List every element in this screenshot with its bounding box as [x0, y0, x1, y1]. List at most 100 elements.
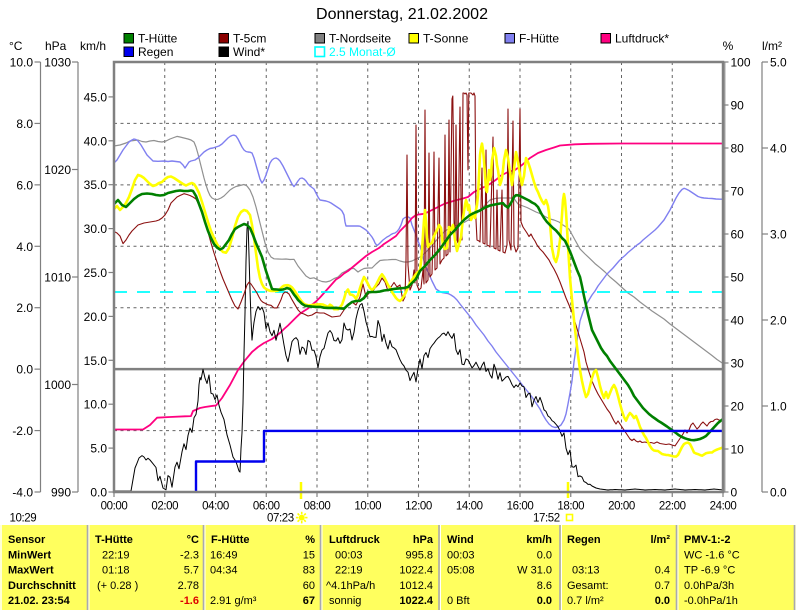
svg-text:T-Hütte: T-Hütte: [138, 32, 178, 46]
svg-text:40: 40: [731, 314, 745, 328]
svg-text:4.0: 4.0: [770, 142, 787, 156]
svg-text:WC -1.6 °C: WC -1.6 °C: [684, 549, 740, 561]
svg-text:1022.4: 1022.4: [399, 565, 433, 577]
svg-text:-2.3: -2.3: [180, 549, 199, 561]
svg-text:35.0: 35.0: [84, 178, 108, 192]
svg-text:3.0: 3.0: [770, 228, 787, 242]
svg-text:05:08: 05:08: [447, 565, 475, 577]
svg-text:83: 83: [303, 565, 315, 577]
svg-text:8.6: 8.6: [537, 580, 552, 592]
svg-text:08:00: 08:00: [304, 501, 331, 513]
svg-text:12:00: 12:00: [405, 501, 432, 513]
svg-text:T-Sonne: T-Sonne: [423, 32, 469, 46]
svg-text:0.0: 0.0: [90, 486, 107, 500]
svg-text:18:00: 18:00: [557, 501, 584, 513]
svg-text:60: 60: [303, 580, 315, 592]
svg-text:00:00: 00:00: [101, 501, 128, 513]
svg-text:07:23: 07:23: [267, 513, 294, 525]
svg-text:MaxWert: MaxWert: [8, 565, 54, 577]
svg-text:17:52: 17:52: [533, 513, 560, 525]
svg-text:T-5cm: T-5cm: [233, 32, 266, 46]
svg-text:km/h: km/h: [80, 39, 106, 53]
svg-text:10:29: 10:29: [10, 513, 37, 525]
svg-text:15.0: 15.0: [84, 354, 108, 368]
svg-text:1030: 1030: [44, 56, 71, 70]
svg-text:TP -6.9 °C: TP -6.9 °C: [684, 565, 735, 577]
svg-text:25.0: 25.0: [84, 266, 108, 280]
svg-text:PMV-1:-2: PMV-1:-2: [684, 534, 730, 546]
svg-text:%: %: [723, 39, 734, 53]
svg-text:15: 15: [303, 549, 315, 561]
svg-text:2.78: 2.78: [178, 580, 199, 592]
svg-text:MinWert: MinWert: [8, 549, 52, 561]
svg-text:F-Hütte: F-Hütte: [519, 32, 559, 46]
svg-text:0 Bft: 0 Bft: [447, 595, 470, 607]
svg-text:Gesamt:: Gesamt:: [567, 580, 609, 592]
svg-text:l/m²: l/m²: [650, 534, 670, 546]
svg-text:-0.0hPa/1h: -0.0hPa/1h: [684, 595, 738, 607]
svg-text:01:18: 01:18: [102, 565, 130, 577]
svg-text:-4.0: -4.0: [12, 486, 33, 500]
svg-text:14:00: 14:00: [456, 501, 483, 513]
svg-text:km/h: km/h: [526, 534, 552, 546]
svg-text:10: 10: [731, 443, 745, 457]
svg-text:2.5 Monat-Ø: 2.5 Monat-Ø: [329, 45, 396, 59]
svg-text:0.0hPa/3h: 0.0hPa/3h: [684, 580, 734, 592]
svg-text:0.0: 0.0: [16, 363, 33, 377]
svg-text:0.7 l/m²: 0.7 l/m²: [567, 595, 604, 607]
svg-text:5.0: 5.0: [90, 442, 107, 456]
svg-text:21.02. 23:54: 21.02. 23:54: [8, 595, 71, 607]
svg-text:995.8: 995.8: [405, 549, 433, 561]
svg-text:-1.6: -1.6: [180, 595, 199, 607]
svg-text:30.0: 30.0: [84, 222, 108, 236]
svg-text:W 31.0: W 31.0: [517, 565, 552, 577]
svg-text:00:03: 00:03: [335, 549, 363, 561]
svg-text:0: 0: [731, 486, 738, 500]
svg-text:990: 990: [51, 486, 71, 500]
svg-text:22:19: 22:19: [102, 549, 130, 561]
svg-text:-2.0: -2.0: [12, 424, 33, 438]
svg-text:0.4: 0.4: [655, 565, 670, 577]
svg-text:10:00: 10:00: [354, 501, 381, 513]
svg-text:80: 80: [731, 142, 745, 156]
svg-text:00:03: 00:03: [447, 549, 475, 561]
svg-text:F-Hütte: F-Hütte: [211, 534, 250, 546]
svg-text:1.0: 1.0: [770, 400, 787, 414]
svg-text:Luftdruck*: Luftdruck*: [615, 32, 669, 46]
svg-text:90: 90: [731, 99, 745, 113]
svg-text:Regen: Regen: [567, 534, 601, 546]
svg-text:l/m²: l/m²: [762, 39, 782, 53]
svg-text:2.91 g/m³: 2.91 g/m³: [210, 595, 257, 607]
svg-text:4.0: 4.0: [16, 240, 33, 254]
svg-text:°C: °C: [9, 39, 23, 53]
svg-text:20: 20: [731, 400, 745, 414]
svg-text:2.0: 2.0: [770, 314, 787, 328]
svg-text:04:00: 04:00: [202, 501, 229, 513]
svg-text:Sensor: Sensor: [8, 534, 46, 546]
svg-text:T-Hütte: T-Hütte: [95, 534, 133, 546]
svg-text:Wind*: Wind*: [233, 45, 265, 59]
svg-text:(+ 0.28 ): (+ 0.28 ): [97, 580, 138, 592]
svg-text:06:00: 06:00: [253, 501, 280, 513]
svg-text:6.0: 6.0: [16, 178, 33, 192]
svg-text:20.0: 20.0: [84, 310, 108, 324]
svg-text:03:13: 03:13: [572, 565, 600, 577]
svg-text:8.0: 8.0: [16, 117, 33, 131]
svg-text:02:00: 02:00: [151, 501, 178, 513]
svg-text:22:00: 22:00: [659, 501, 686, 513]
svg-text:24:00: 24:00: [710, 501, 737, 513]
svg-text:10.0: 10.0: [10, 56, 34, 70]
svg-text:^4.1hPa/h: ^4.1hPa/h: [326, 580, 375, 592]
svg-text:20:00: 20:00: [608, 501, 635, 513]
svg-text:0.0: 0.0: [537, 595, 552, 607]
svg-text:1020: 1020: [44, 163, 71, 177]
svg-text:67: 67: [303, 595, 315, 607]
svg-text:60: 60: [731, 228, 745, 242]
svg-text:1000: 1000: [44, 378, 71, 392]
svg-text:1022.4: 1022.4: [399, 595, 434, 607]
svg-text:sonnig: sonnig: [329, 595, 361, 607]
svg-text:45.0: 45.0: [84, 90, 108, 104]
svg-text:Durchschnitt: Durchschnitt: [8, 580, 76, 592]
svg-text:22:19: 22:19: [335, 565, 363, 577]
svg-text:0.7: 0.7: [655, 580, 670, 592]
